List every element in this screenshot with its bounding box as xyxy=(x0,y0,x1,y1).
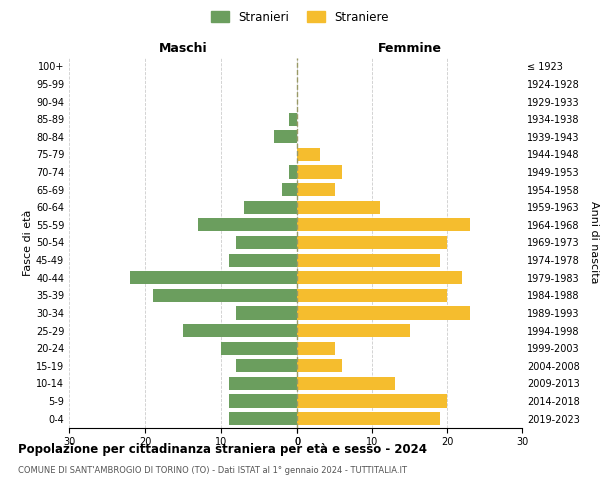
Bar xyxy=(297,342,335,355)
Bar xyxy=(130,271,297,284)
Y-axis label: Fasce di età: Fasce di età xyxy=(23,210,33,276)
Bar xyxy=(297,271,462,284)
Bar xyxy=(236,236,297,249)
Title: Femmine: Femmine xyxy=(377,42,442,55)
Bar xyxy=(229,394,297,407)
Bar xyxy=(244,200,297,214)
Bar xyxy=(297,148,320,161)
Bar xyxy=(229,254,297,266)
Bar xyxy=(297,236,447,249)
Bar xyxy=(297,306,470,320)
Bar xyxy=(289,166,297,178)
Bar xyxy=(297,324,409,337)
Bar xyxy=(297,412,439,426)
Bar xyxy=(236,306,297,320)
Title: Maschi: Maschi xyxy=(158,42,208,55)
Bar xyxy=(297,394,447,407)
Bar xyxy=(297,200,380,214)
Bar xyxy=(183,324,297,337)
Bar xyxy=(198,218,297,232)
Bar xyxy=(297,359,342,372)
Bar xyxy=(297,218,470,232)
Bar xyxy=(229,377,297,390)
Bar xyxy=(297,183,335,196)
Bar xyxy=(297,254,439,266)
Text: Popolazione per cittadinanza straniera per età e sesso - 2024: Popolazione per cittadinanza straniera p… xyxy=(18,442,427,456)
Bar xyxy=(297,377,395,390)
Bar xyxy=(229,412,297,426)
Bar xyxy=(289,112,297,126)
Legend: Stranieri, Straniere: Stranieri, Straniere xyxy=(206,6,394,28)
Bar xyxy=(282,183,297,196)
Y-axis label: Anni di nascita: Anni di nascita xyxy=(589,201,599,284)
Bar xyxy=(297,166,342,178)
Bar xyxy=(152,289,297,302)
Bar xyxy=(297,289,447,302)
Bar xyxy=(274,130,297,143)
Bar xyxy=(236,359,297,372)
Bar xyxy=(221,342,297,355)
Text: COMUNE DI SANT'AMBROGIO DI TORINO (TO) - Dati ISTAT al 1° gennaio 2024 - TUTTITA: COMUNE DI SANT'AMBROGIO DI TORINO (TO) -… xyxy=(18,466,407,475)
